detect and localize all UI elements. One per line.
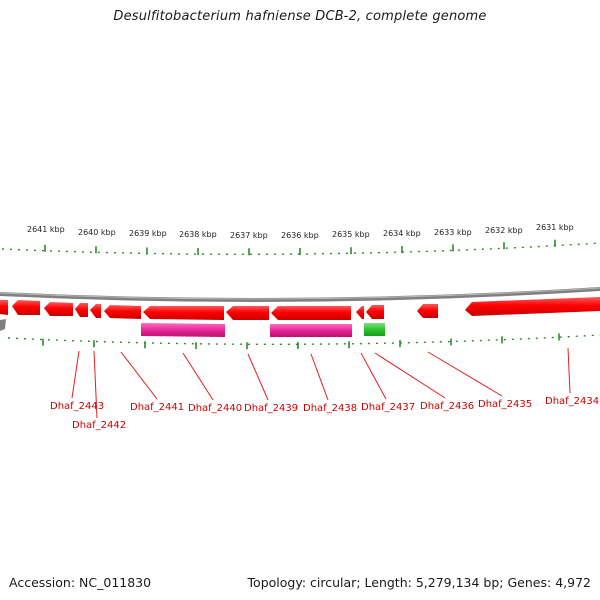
scale-labels: 2641 kbp 2640 kbp 2639 kbp 2638 kbp 2637 kbp… (27, 223, 574, 240)
gene-leader-line (374, 352, 446, 399)
rna-feature (141, 323, 225, 337)
genome-backbone-highlight (0, 287, 600, 300)
gene-arrow (271, 306, 351, 320)
gene-labels: Dhaf_2443 Dhaf_2442 Dhaf_2441 Dhaf_2440 … (50, 396, 599, 431)
outer-major-ticks (44, 239, 556, 256)
gene-arrow (356, 306, 364, 319)
accession-value: NC_011830 (79, 575, 152, 590)
gene-leader-line (360, 352, 387, 400)
scale-tick-label: 2634 kbp (383, 229, 421, 238)
gene-arrow (90, 304, 101, 318)
scale-tick-label: 2636 kbp (281, 231, 319, 240)
scale-tick-label: 2632 kbp (485, 226, 523, 235)
inner-major-ticks (42, 333, 560, 350)
gene-leader-line (567, 347, 571, 394)
gene-label: Dhaf_2440 (188, 403, 242, 414)
green-feature (364, 323, 385, 336)
gene-label: Dhaf_2437 (361, 402, 415, 413)
gene-arrow (0, 300, 8, 315)
gene-arrow (75, 303, 88, 317)
length-value: 5,279,134 bp (415, 575, 500, 590)
gene-label: Dhaf_2434 (545, 396, 599, 407)
gene-leader-line (310, 353, 329, 401)
gene-leader-line (182, 352, 214, 401)
genes-value: 4,972 (555, 575, 591, 590)
gene-label: Dhaf_2443 (50, 401, 104, 412)
outer-tick-row (1, 242, 600, 255)
scale-tick-label: 2631 kbp (536, 223, 574, 232)
rna-feature (270, 324, 352, 337)
scale-tick-label: 2641 kbp (27, 225, 65, 234)
gene-label: Dhaf_2442 (72, 420, 126, 431)
length-label: Length: (364, 575, 412, 590)
gene-leader-line (247, 353, 269, 401)
scale-tick-label: 2633 kbp (434, 228, 472, 237)
gene-arrow (417, 304, 438, 318)
genome-stats: Topology: circular; Length: 5,279,134 bp… (247, 575, 591, 590)
topology-label: Topology: (247, 575, 307, 590)
gene-arrow (44, 302, 73, 316)
gene-label: Dhaf_2439 (244, 403, 298, 414)
scale-tick-label: 2637 kbp (230, 231, 268, 240)
backbone-left-segment (0, 319, 6, 331)
gene-arrow (104, 305, 141, 319)
accession-label: Accession: (9, 575, 76, 590)
gene-arrow (12, 300, 40, 315)
gene-leader-line (427, 351, 503, 397)
scale-tick-label: 2635 kbp (332, 230, 370, 239)
genome-backbone (0, 287, 600, 302)
outer-tick-dots (1, 242, 600, 255)
gene-leader-lines (71, 347, 571, 419)
gene-label: Dhaf_2441 (130, 402, 184, 413)
gene-arrow (226, 306, 269, 320)
scale-tick-label: 2640 kbp (78, 228, 116, 237)
gene-label: Dhaf_2436 (420, 401, 474, 412)
gene-label: Dhaf_2435 (478, 399, 532, 410)
gene-leader-line (71, 350, 80, 399)
scale-tick-label: 2639 kbp (129, 229, 167, 238)
gene-leader-line (120, 351, 158, 400)
topology-value: circular (310, 575, 357, 590)
genes-label: Genes: (507, 575, 552, 590)
scale-tick-label: 2638 kbp (179, 230, 217, 239)
genome-title: Desulfitobacterium hafniense DCB-2, comp… (113, 9, 487, 24)
bottom-strand-features (141, 323, 385, 337)
gene-leader-line (93, 350, 98, 419)
gene-arrow (366, 305, 384, 319)
top-strand-genes (0, 297, 600, 320)
gene-arrow (465, 297, 600, 316)
gene-label: Dhaf_2438 (303, 403, 357, 414)
gene-arrow (143, 306, 224, 320)
accession-info: Accession: NC_011830 (9, 575, 151, 590)
